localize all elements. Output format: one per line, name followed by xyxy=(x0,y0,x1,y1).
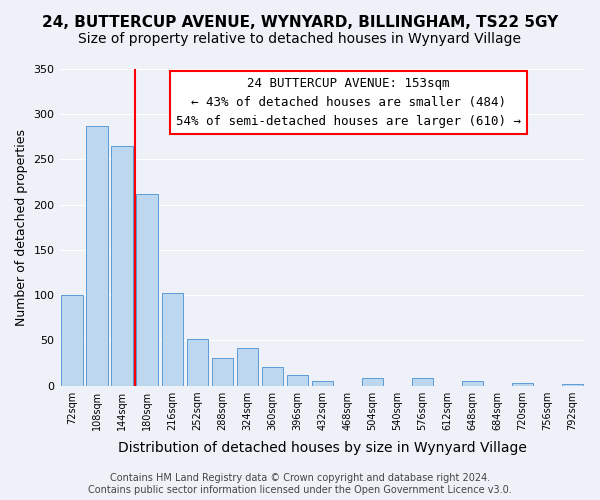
Bar xyxy=(161,294,183,386)
Text: Size of property relative to detached houses in Wynyard Village: Size of property relative to detached ho… xyxy=(79,32,521,46)
Bar xyxy=(362,378,383,386)
Bar xyxy=(512,383,533,386)
Bar xyxy=(86,126,108,386)
Bar xyxy=(236,348,258,386)
Bar xyxy=(262,368,283,386)
Bar xyxy=(412,378,433,386)
Bar xyxy=(311,381,333,386)
X-axis label: Distribution of detached houses by size in Wynyard Village: Distribution of detached houses by size … xyxy=(118,441,527,455)
Bar xyxy=(61,295,83,386)
Bar xyxy=(136,194,158,386)
Text: 24, BUTTERCUP AVENUE, WYNYARD, BILLINGHAM, TS22 5GY: 24, BUTTERCUP AVENUE, WYNYARD, BILLINGHA… xyxy=(42,15,558,30)
Bar xyxy=(287,374,308,386)
Bar xyxy=(562,384,583,386)
Bar xyxy=(462,381,483,386)
Y-axis label: Number of detached properties: Number of detached properties xyxy=(15,129,28,326)
Bar xyxy=(212,358,233,386)
Bar xyxy=(187,340,208,386)
Bar xyxy=(112,146,133,386)
Text: 24 BUTTERCUP AVENUE: 153sqm
← 43% of detached houses are smaller (484)
54% of se: 24 BUTTERCUP AVENUE: 153sqm ← 43% of det… xyxy=(176,77,521,128)
Text: Contains HM Land Registry data © Crown copyright and database right 2024.
Contai: Contains HM Land Registry data © Crown c… xyxy=(88,474,512,495)
